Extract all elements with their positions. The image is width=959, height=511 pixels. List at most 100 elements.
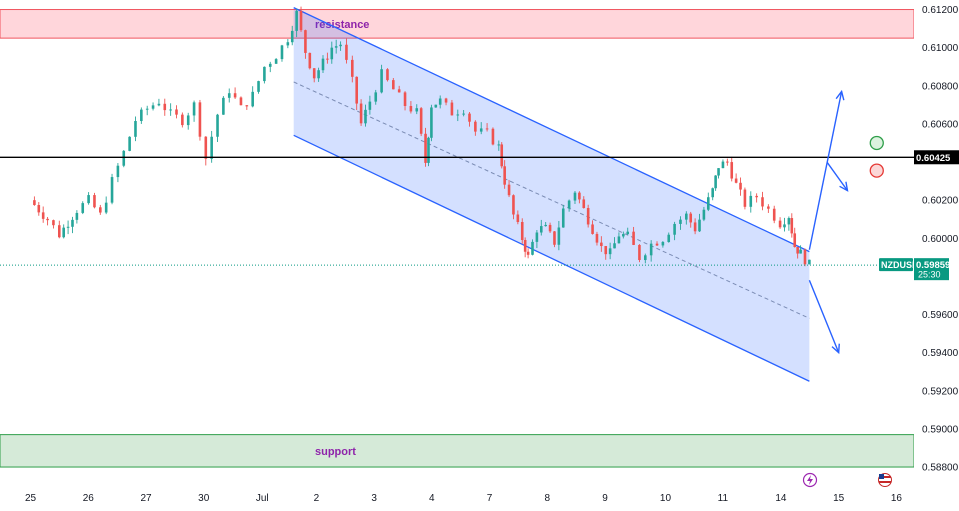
price-tick-label: 0.61200 [922, 5, 959, 16]
symbol-label: NZDUSD [881, 260, 919, 270]
candle-body [586, 208, 590, 225]
candle-body [503, 166, 506, 185]
candle-body [749, 195, 753, 207]
key-level-badge [914, 150, 959, 165]
candle-body [251, 91, 254, 107]
candle-body [573, 192, 577, 201]
candle-body [761, 197, 764, 207]
candle-body [87, 195, 90, 204]
time-tick-label: 16 [891, 493, 903, 504]
candle-body [274, 59, 278, 64]
channel-lower-line [293, 134, 810, 382]
candle-body [507, 184, 511, 196]
candle-body [128, 136, 131, 151]
candle-body [41, 212, 45, 219]
candle-body [280, 45, 284, 60]
candle-body [304, 30, 307, 53]
candle-body [419, 108, 423, 134]
last-price-badge [914, 258, 949, 281]
candle-body [531, 241, 534, 255]
candle-body [145, 108, 149, 110]
price-axis: 0.61200 0.61000 0.60800 0.60600 0.60200 0.600… [879, 0, 959, 511]
candle-body [500, 144, 504, 167]
candle-body [424, 133, 427, 163]
candle-body [409, 106, 413, 112]
candle-body [600, 242, 603, 247]
candle-body [295, 10, 298, 31]
candle-body [204, 136, 208, 159]
candle-body [227, 93, 231, 98]
candle-body [706, 197, 710, 210]
candle-body [415, 108, 419, 112]
candle-body [497, 144, 501, 146]
channel-upper-line [293, 7, 810, 253]
time-tick-label: 25 [25, 493, 37, 504]
candle-body [62, 227, 65, 238]
candle-body [169, 109, 172, 111]
resistance-label: resistance [315, 19, 369, 31]
candle-body [667, 234, 671, 243]
price-tick-label: 0.61000 [922, 43, 959, 54]
candle-body [290, 30, 294, 43]
time-tick-label: 9 [602, 493, 608, 504]
sell-target-marker [869, 163, 884, 178]
candle-body [698, 219, 701, 232]
resistance-zone [0, 9, 915, 39]
candle-body [355, 76, 358, 104]
candle-body [799, 249, 802, 254]
channel-fill [293, 7, 810, 382]
candle-body [649, 243, 653, 256]
candle-body [689, 213, 693, 223]
candle-body [608, 248, 612, 255]
candle-body [66, 226, 70, 228]
candle-body [345, 44, 348, 60]
candle-body [644, 255, 647, 261]
candle-body [783, 224, 786, 228]
candle-body [557, 227, 561, 245]
price-tick-label: 0.60000 [922, 234, 959, 245]
candle-body [721, 161, 725, 169]
candle-body [430, 107, 433, 138]
support-zone [0, 434, 915, 468]
candle-body [122, 150, 126, 166]
candle-body [548, 224, 552, 232]
candle-body [326, 58, 329, 60]
candle-body [233, 93, 237, 98]
candle-body [523, 240, 527, 252]
time-tick-label: 3 [371, 493, 377, 504]
candle-body [110, 177, 114, 203]
candle-body [450, 102, 454, 116]
candle-body [544, 224, 547, 227]
time-tick-label: 11 [718, 493, 729, 504]
candle-body [702, 209, 706, 220]
candle-body [37, 205, 41, 213]
time-tick-label: 4 [429, 493, 435, 504]
candle-body [613, 243, 616, 249]
candle-body [321, 58, 325, 71]
candle-body [520, 222, 524, 241]
time-tick-label: 2 [314, 493, 320, 504]
candle-body [679, 219, 682, 224]
price-tick-label: 0.59400 [922, 348, 959, 359]
candle-body [263, 66, 266, 82]
candle-body [734, 178, 738, 183]
candle-body [685, 213, 688, 220]
candle-body [330, 47, 334, 60]
candle-body [134, 121, 137, 137]
time-tick-label: 15 [833, 493, 845, 504]
candle-body [46, 218, 49, 221]
candle-body [526, 251, 530, 255]
candle-body [479, 128, 483, 132]
candle-body [364, 109, 367, 124]
price-tick-label: 0.59600 [922, 310, 959, 321]
candle-body [561, 208, 565, 228]
candle-body [339, 44, 342, 47]
candle-body [711, 188, 714, 198]
candle-body [474, 121, 477, 132]
candle-body [673, 223, 676, 235]
candle-body [535, 232, 539, 242]
price-tick-label: 0.60200 [922, 196, 959, 207]
candle-body [787, 218, 791, 225]
